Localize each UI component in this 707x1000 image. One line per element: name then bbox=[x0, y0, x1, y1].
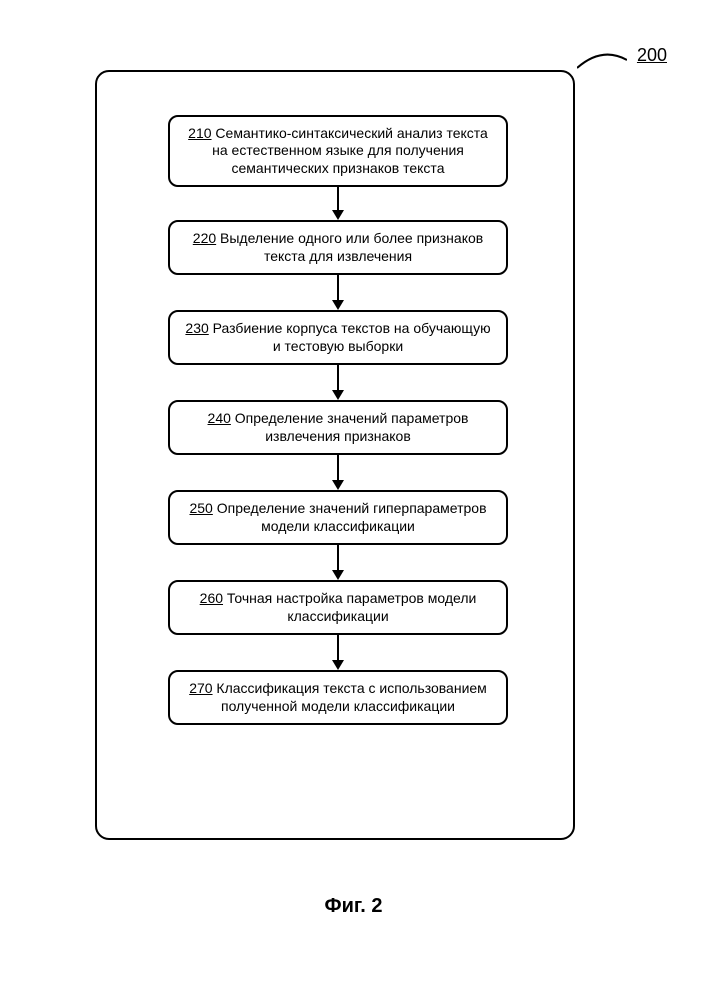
flowchart-arrow-head bbox=[332, 300, 344, 310]
flowchart-arrow-head bbox=[332, 210, 344, 220]
figure-reference-number: 200 bbox=[637, 45, 667, 66]
flowchart-arrow bbox=[337, 545, 339, 571]
flowchart-step-260: 260 Точная настройка параметров модели к… bbox=[168, 580, 508, 635]
flowchart-step-240: 240 Определение значений параметров извл… bbox=[168, 400, 508, 455]
ref-leader-curve bbox=[577, 50, 627, 70]
flowchart-arrow bbox=[337, 275, 339, 301]
flowchart-arrow bbox=[337, 365, 339, 391]
flowchart-arrow-head bbox=[332, 390, 344, 400]
flowchart-arrow bbox=[337, 635, 339, 661]
figure-caption: Фиг. 2 bbox=[0, 895, 707, 918]
flowchart-step-270: 270 Классификация текста с использование… bbox=[168, 670, 508, 725]
flowchart-arrow-head bbox=[332, 660, 344, 670]
flowchart-step-220: 220 Выделение одного или более признаков… bbox=[168, 220, 508, 275]
page: 200 210 Семантико-синтаксический анализ … bbox=[0, 0, 707, 1000]
flowchart-arrow-head bbox=[332, 480, 344, 490]
flowchart-arrow-head bbox=[332, 570, 344, 580]
flowchart-step-210: 210 Семантико-синтаксический анализ текс… bbox=[168, 115, 508, 187]
flowchart-arrow bbox=[337, 187, 339, 211]
flowchart-arrow bbox=[337, 455, 339, 481]
flowchart-step-230: 230 Разбиение корпуса текстов на обучающ… bbox=[168, 310, 508, 365]
flowchart-step-250: 250 Определение значений гиперпараметров… bbox=[168, 490, 508, 545]
